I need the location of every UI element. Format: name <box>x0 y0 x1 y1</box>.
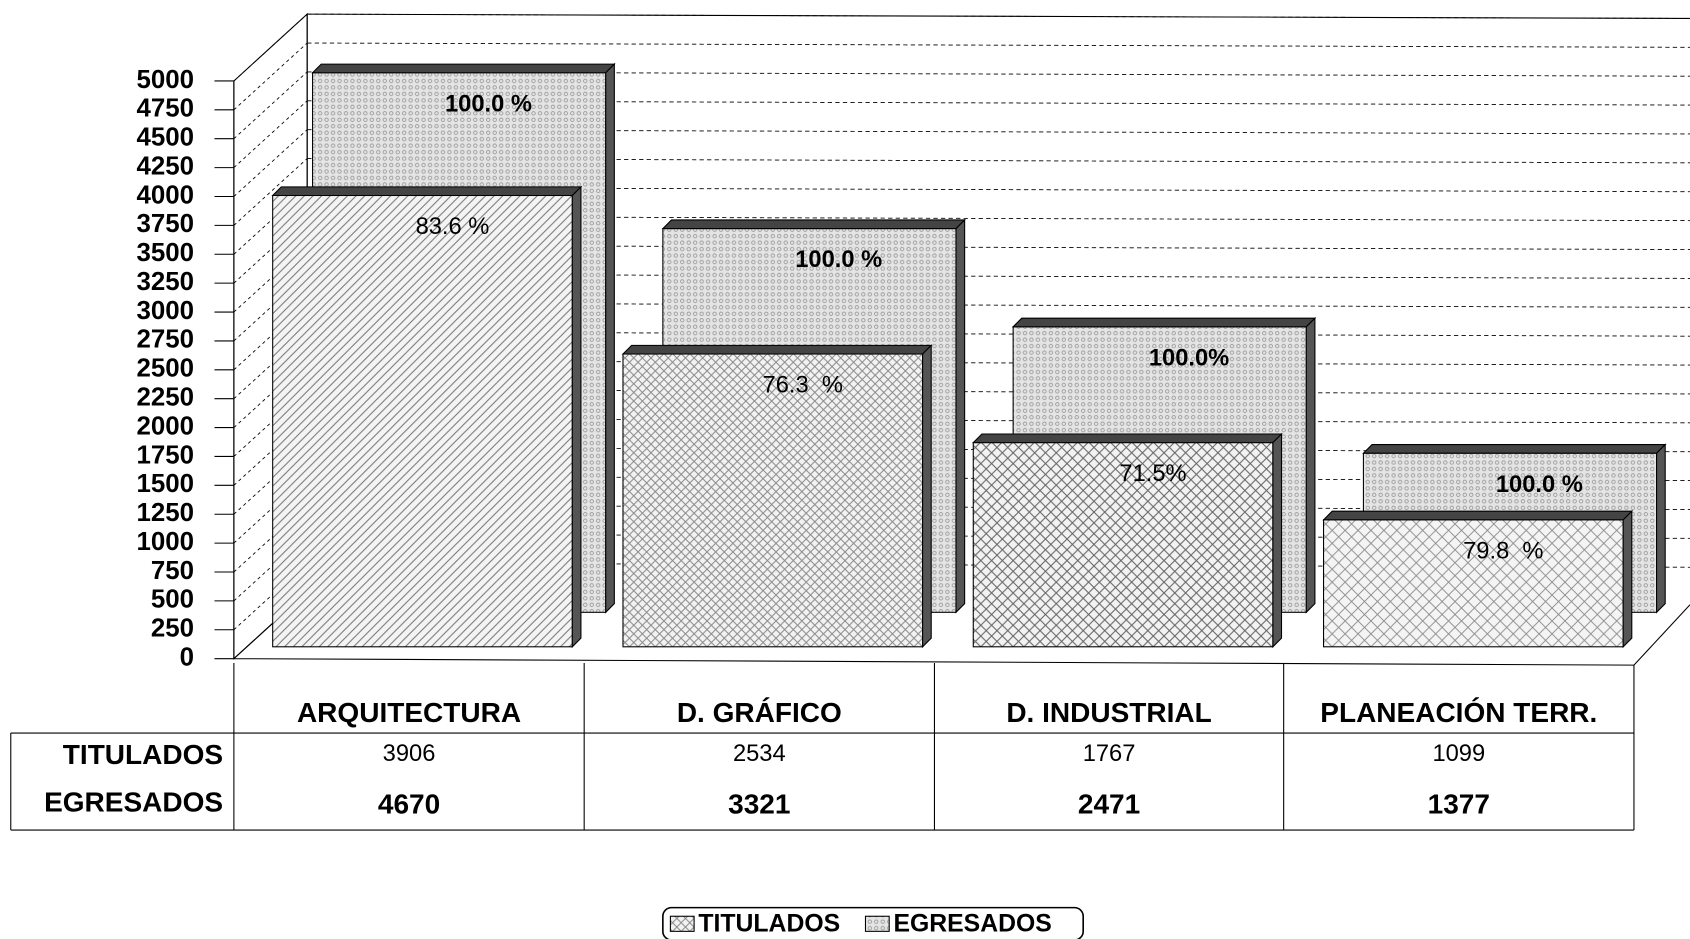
y-tick-label: 3750 <box>136 210 194 238</box>
bar-side <box>955 218 966 614</box>
y-tick-label: 1750 <box>136 441 194 469</box>
y-tick-label: 3250 <box>136 268 194 296</box>
bar <box>1323 519 1624 648</box>
y-tick-label: 3000 <box>136 297 194 325</box>
table-value: 1377 <box>1428 789 1490 820</box>
bar-side <box>1272 432 1283 649</box>
bar-side <box>922 344 932 649</box>
legend-label: EGRESADOS <box>894 910 1052 937</box>
y-tick-label: 2750 <box>136 326 194 354</box>
percent-label: 100.0% <box>1149 345 1229 371</box>
bar-top <box>1362 444 1667 454</box>
y-tick-label: 5000 <box>136 66 194 94</box>
y-tick-label: 2000 <box>136 412 194 440</box>
bar-top <box>311 63 616 74</box>
grid-line <box>233 42 308 111</box>
grid-line <box>233 71 308 140</box>
bar-top <box>1322 510 1634 521</box>
y-tick-label: 250 <box>151 615 194 643</box>
y-tick-label: 500 <box>151 586 194 614</box>
table-value: 2534 <box>733 741 786 767</box>
category-label: ARQUITECTURA <box>297 697 521 728</box>
bar-side <box>571 185 582 649</box>
y-tick-label: 4500 <box>136 124 194 152</box>
category-label: PLANEACIÓN TERR. <box>1320 697 1597 728</box>
percent-label: 76.3 % <box>763 373 843 399</box>
legend-label: TITULADOS <box>698 910 840 937</box>
row-label: EGRESADOS <box>44 787 223 818</box>
grid-line <box>307 13 1690 19</box>
bar-top <box>621 344 933 355</box>
percent-label: 83.6 % <box>416 214 490 240</box>
grid-line <box>233 100 308 168</box>
bar-top <box>971 433 1283 444</box>
bar-side <box>1622 509 1633 649</box>
bar-side <box>605 62 615 614</box>
percent-label: 100.0 % <box>1496 472 1583 498</box>
bar-top <box>661 219 966 230</box>
bar-side <box>1656 443 1666 614</box>
y-tick-label: 1250 <box>136 499 194 527</box>
bar <box>272 194 573 648</box>
percent-label: 79.8 % <box>1463 538 1543 564</box>
table-value: 3321 <box>728 789 790 820</box>
y-tick-label: 2250 <box>136 384 194 412</box>
y-tick-label: 4750 <box>136 95 194 123</box>
category-label: D. INDUSTRIAL <box>1006 697 1211 728</box>
y-tick-label: 4000 <box>136 181 194 209</box>
y-tick-label: 750 <box>151 557 194 585</box>
percent-label: 71.5% <box>1119 461 1186 487</box>
bar <box>622 353 924 648</box>
y-tick-label: 1000 <box>136 528 194 556</box>
table-value: 2471 <box>1078 789 1140 820</box>
table-value: 1099 <box>1432 741 1485 767</box>
category-label: D. GRÁFICO <box>677 697 842 728</box>
legend-swatch <box>864 915 890 932</box>
y-tick-label: 3500 <box>136 239 194 267</box>
bar-top <box>1011 317 1317 328</box>
legend-swatch <box>669 915 695 932</box>
y-tick-label: 0 <box>180 643 194 671</box>
y-tick-label: 4250 <box>136 152 194 180</box>
table-value: 4670 <box>378 789 440 820</box>
table-value: 3906 <box>383 741 436 767</box>
table-grid <box>10 662 1635 831</box>
bar-side <box>1305 316 1316 614</box>
y-tick-label: 2500 <box>136 355 194 383</box>
percent-label: 100.0 % <box>795 247 882 273</box>
percent-label: 100.0 % <box>445 91 532 117</box>
grid-line <box>307 42 1690 48</box>
bar <box>972 442 1274 648</box>
bar-top <box>271 186 583 197</box>
y-tick-label: 1500 <box>136 470 194 498</box>
row-label: TITULADOS <box>63 739 223 770</box>
table-value: 1767 <box>1083 741 1136 767</box>
